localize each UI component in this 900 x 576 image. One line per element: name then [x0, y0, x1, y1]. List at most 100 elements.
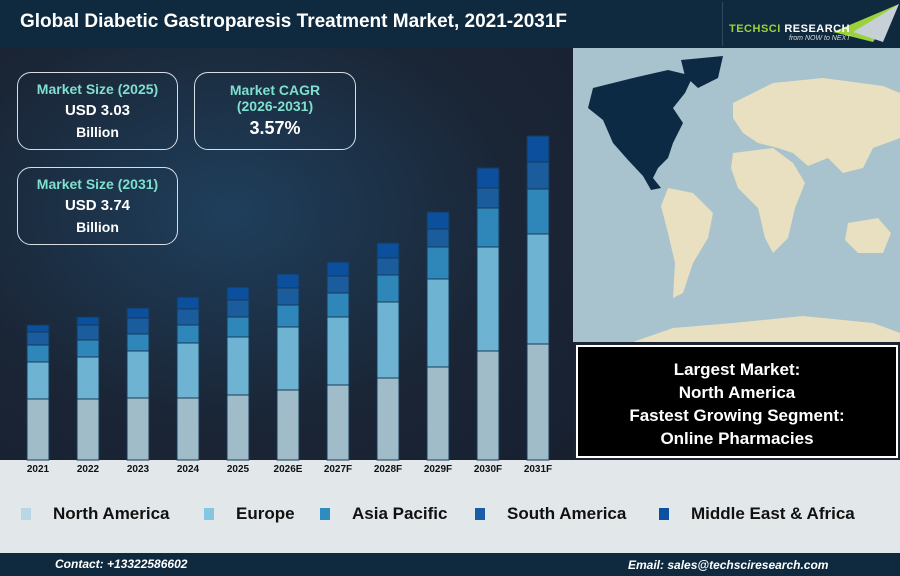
map-south-america [661, 188, 713, 298]
stat-unit: Billion [76, 124, 119, 140]
world-map [573, 48, 900, 342]
x-tick-label: 2027F [324, 464, 352, 475]
bar-south-america-2026E [276, 287, 300, 306]
contact-phone: Contact: +13322586602 [55, 557, 188, 571]
map-australia [845, 218, 891, 253]
bar-north-america-2028F [376, 377, 400, 461]
map-europe-asia [733, 78, 900, 173]
bar-south-america-2027F [326, 275, 350, 294]
bar-asia-pacific-2022 [76, 339, 100, 358]
bar-asia-pacific-2023 [126, 333, 150, 352]
x-tick-label: 2030F [474, 464, 502, 475]
map-greenland [681, 56, 723, 88]
bar-middle-east-africa-2025 [226, 286, 250, 301]
stat-value: USD 3.74 [64, 197, 131, 214]
legend-swatch [320, 508, 330, 520]
stat-unit: Billion [76, 219, 119, 235]
stat-value: 3.57% [249, 118, 301, 138]
stat-value: USD 3.03 [64, 102, 131, 119]
bar-asia-pacific-2029F [426, 246, 450, 280]
bar-south-america-2031F [526, 161, 550, 190]
bar-europe-2024 [176, 342, 200, 399]
stat-heading: Market Size (2025) [36, 81, 159, 97]
bar-asia-pacific-2024 [176, 324, 200, 344]
bar-middle-east-africa-2024 [176, 296, 200, 310]
stat-heading: Market CAGR [229, 82, 321, 98]
bar-middle-east-africa-2021 [26, 324, 50, 333]
bar-north-america-2022 [76, 398, 100, 461]
legend-label: North America [53, 504, 170, 523]
map-africa [731, 148, 805, 253]
bar-south-america-2029F [426, 228, 450, 248]
stat-card-cagr: Market CAGR (2026-2031) 3.57% [194, 72, 356, 150]
x-tick-label: 2025 [227, 464, 250, 475]
bar-middle-east-africa-2022 [76, 316, 100, 326]
legend-item: South America [475, 504, 626, 524]
bar-middle-east-africa-2026E [276, 273, 300, 289]
contact-email: Email: sales@techsciresearch.com [628, 558, 829, 572]
bar-south-america-2028F [376, 257, 400, 276]
x-tick-label: 2029F [424, 464, 452, 475]
stacked-bar-chart: 2021 2022 2023 2024 2025 2026E 2027F 2028F 2029F… [26, 135, 552, 475]
bar-south-america-2023 [126, 317, 150, 335]
bar-asia-pacific-2021 [26, 344, 50, 363]
legend-item: Middle East & Africa [659, 504, 855, 524]
bar-middle-east-africa-2027F [326, 261, 350, 277]
map-north-america [588, 70, 693, 190]
footer: Contact: +13322586602 Email: sales@techs… [0, 553, 900, 576]
bar-asia-pacific-2026E [276, 304, 300, 328]
bar-middle-east-africa-2028F [376, 242, 400, 259]
bar-middle-east-africa-2030F [476, 167, 500, 189]
bar-middle-east-africa-2023 [126, 307, 150, 319]
largest-market-label: Largest Market: [673, 360, 801, 379]
stat-heading-period: (2026-2031) [236, 98, 314, 114]
legend-swatch [204, 508, 214, 520]
x-tick-label: 2024 [177, 464, 200, 475]
bar-asia-pacific-2025 [226, 316, 250, 338]
bar-south-america-2030F [476, 187, 500, 209]
x-tick-label: 2028F [374, 464, 402, 475]
map-antarctica [633, 316, 900, 342]
bar-europe-2023 [126, 350, 150, 399]
bar-europe-2031F [526, 233, 550, 345]
logo-swoosh-icon [833, 4, 899, 42]
stat-heading: Market Size (2031) [36, 176, 159, 192]
bar-north-america-2031F [526, 343, 550, 461]
legend-swatch [659, 508, 669, 520]
page-title: Global Diabetic Gastroparesis Treatment … [20, 11, 568, 32]
legend-swatch [21, 508, 31, 520]
bar-south-america-2021 [26, 331, 50, 346]
fastest-segment-label: Fastest Growing Segment: [629, 406, 845, 425]
bar-europe-2028F [376, 301, 400, 379]
bar-north-america-2030F [476, 350, 500, 461]
legend-item: Europe [204, 504, 295, 524]
bar-north-america-2029F [426, 366, 450, 461]
x-axis-strip [0, 460, 573, 478]
logo-tagline: from NOW to NEXT [789, 35, 851, 42]
bar-middle-east-africa-2031F [526, 135, 550, 163]
legend-label: Europe [236, 504, 295, 523]
fastest-segment-value: Online Pharmacies [660, 429, 814, 448]
legend-label: South America [507, 504, 627, 523]
bar-europe-2025 [226, 336, 250, 396]
bar-north-america-2026E [276, 389, 300, 461]
key-insights-box: Largest Market: North America Fastest Gr… [576, 345, 898, 458]
bar-europe-2026E [276, 326, 300, 391]
bar-north-america-2025 [226, 394, 250, 461]
largest-market-value: North America [678, 383, 796, 402]
legend-label: Middle East & Africa [691, 504, 855, 523]
legend-swatch [475, 508, 485, 520]
legend-label: Asia Pacific [352, 504, 448, 523]
legend-item: Asia Pacific [320, 504, 447, 524]
bar-middle-east-africa-2029F [426, 211, 450, 230]
bar-south-america-2024 [176, 308, 200, 326]
bar-north-america-2027F [326, 384, 350, 461]
stat-card-market-size-2031: Market Size (2031) USD 3.74 Billion [17, 167, 178, 245]
x-tick-label: 2021 [27, 464, 50, 475]
bar-north-america-2021 [26, 398, 50, 461]
bar-south-america-2025 [226, 299, 250, 318]
legend-item: North America [21, 504, 170, 524]
bar-europe-2022 [76, 356, 100, 400]
bar-north-america-2023 [126, 397, 150, 461]
bar-asia-pacific-2031F [526, 188, 550, 235]
